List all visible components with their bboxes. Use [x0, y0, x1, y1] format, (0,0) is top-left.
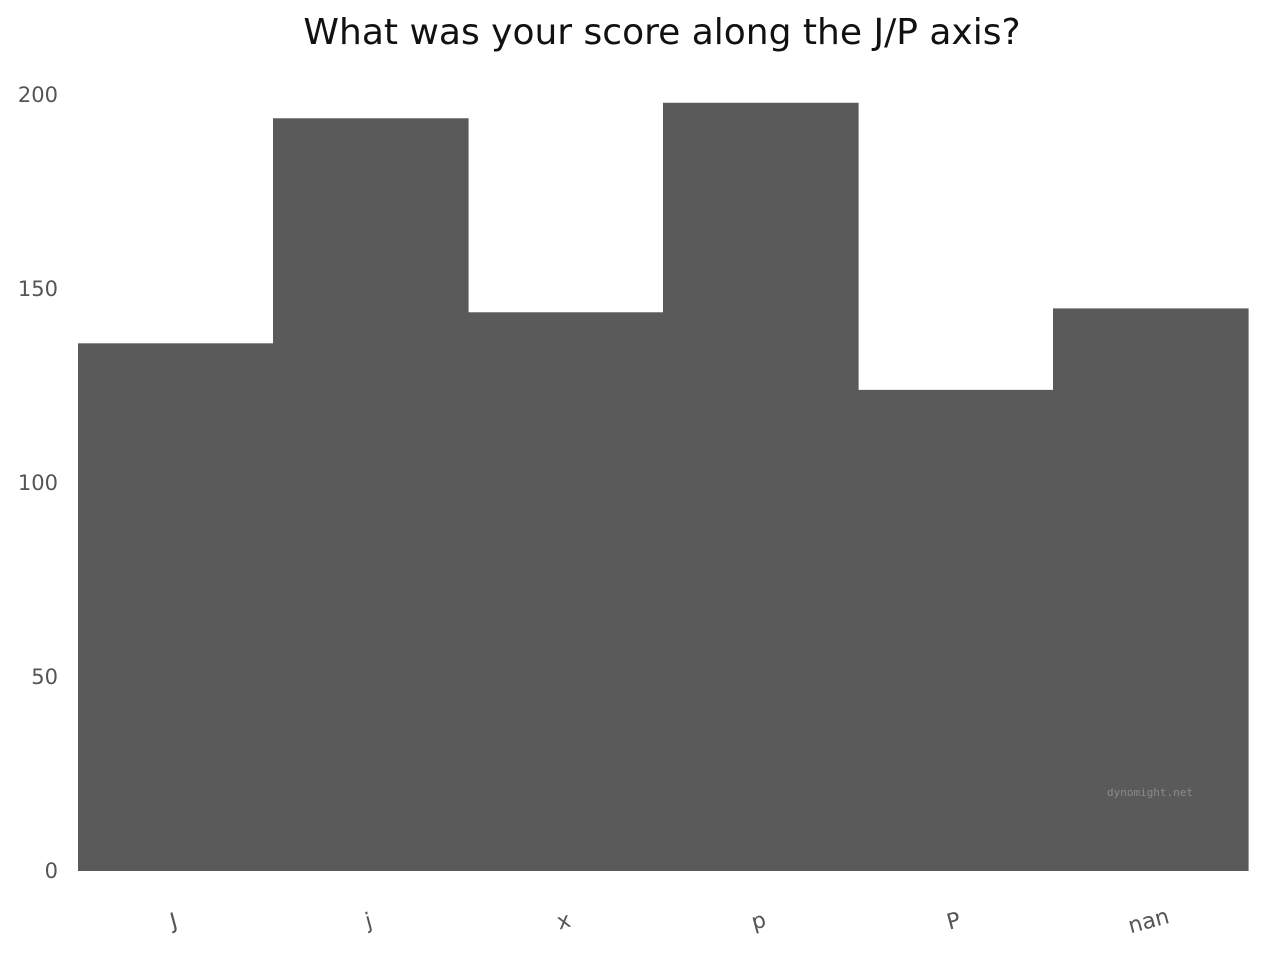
bar-j: [273, 118, 469, 871]
bar-x: [468, 312, 664, 871]
bar-J: [78, 343, 274, 871]
x-tick-label: p: [749, 908, 769, 936]
chart-title: What was your score along the J/P axis?: [303, 12, 1020, 53]
watermark: dynomight.net: [1107, 786, 1193, 799]
y-tick-label: 100: [18, 471, 58, 495]
x-tick-label: j: [362, 909, 375, 935]
bar-p: [663, 102, 859, 871]
y-tick-label: 150: [18, 277, 58, 301]
y-axis-ticks: 0 50 100 150 200: [18, 83, 58, 883]
y-tick-label: 0: [45, 859, 58, 883]
x-tick-label: nan: [1126, 904, 1172, 939]
bars-group: [78, 102, 1249, 871]
y-tick-label: 200: [18, 83, 58, 107]
x-tick-label: x: [554, 908, 573, 936]
bar-nan: [1053, 308, 1249, 871]
bar-P: [858, 389, 1054, 871]
x-tick-label: P: [944, 908, 963, 936]
x-tick-label: J: [166, 909, 181, 935]
y-tick-label: 50: [31, 665, 58, 689]
